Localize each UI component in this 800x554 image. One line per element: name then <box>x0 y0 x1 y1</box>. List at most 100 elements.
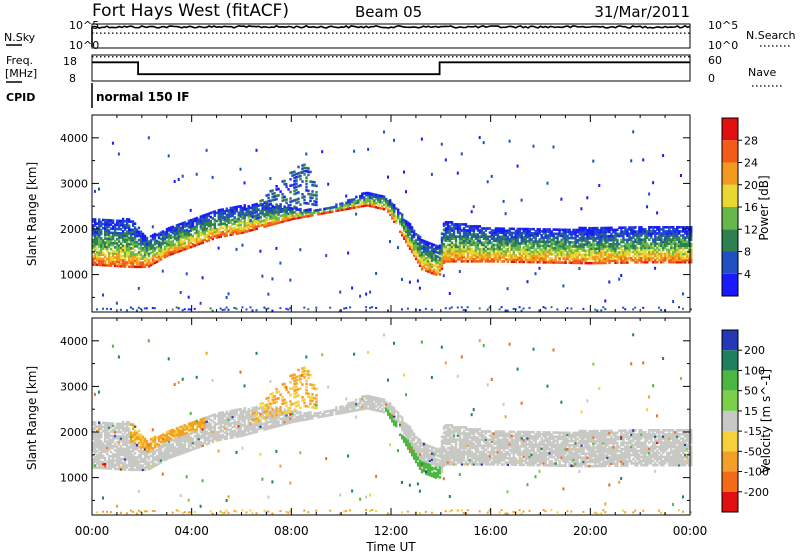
power-cell <box>385 202 388 205</box>
power-cell <box>213 232 216 236</box>
power-colorbar-block <box>722 118 738 141</box>
power-cell <box>143 257 147 260</box>
power-cell <box>96 226 99 230</box>
power-cell <box>100 241 103 244</box>
power-cell <box>476 255 480 259</box>
power-cell <box>478 229 482 232</box>
power-cell <box>464 260 468 263</box>
power-cell <box>452 253 456 257</box>
power-cell <box>267 211 270 215</box>
velocity-cell <box>115 424 119 428</box>
power-cell <box>632 248 635 252</box>
velocity-cell <box>131 468 135 472</box>
power-cell <box>197 222 200 225</box>
power-cell <box>422 258 426 261</box>
power-cell <box>664 236 667 239</box>
velocity-cell <box>123 423 127 426</box>
power-cell <box>514 256 517 259</box>
velocity-cell <box>125 441 129 445</box>
power-cell <box>155 239 159 243</box>
power-cell <box>622 261 625 264</box>
power-cell <box>169 242 173 246</box>
velocity-cell <box>159 434 163 437</box>
power-cell <box>502 233 505 237</box>
power-cell <box>155 252 159 255</box>
power-cell <box>652 260 655 264</box>
velocity-cell <box>161 451 165 455</box>
velocity-cell <box>149 464 153 468</box>
power-cell <box>686 246 689 250</box>
velocity-cell <box>147 447 151 450</box>
power-cell <box>373 195 376 198</box>
power-cell <box>339 290 342 294</box>
velocity-cell <box>102 425 105 429</box>
power-cell <box>610 259 613 262</box>
power-cell <box>227 229 230 233</box>
velocity-cell <box>100 427 103 431</box>
power-cell <box>430 271 434 275</box>
power-cell <box>217 213 220 216</box>
power-cell <box>550 232 553 235</box>
velocity-cell <box>96 439 99 443</box>
power-cell <box>628 236 631 240</box>
power-cell <box>119 223 123 227</box>
velocity-cell <box>117 451 121 454</box>
velocity-cell <box>177 510 180 513</box>
power-cell <box>289 212 292 215</box>
velocity-cell <box>123 437 127 440</box>
power-cell <box>377 198 380 201</box>
power-cell <box>371 205 374 208</box>
power-cell <box>410 236 414 240</box>
velocity-cell <box>163 448 167 452</box>
power-cell <box>646 244 649 248</box>
power-cell <box>556 228 559 231</box>
power-cell <box>109 223 113 226</box>
power-cell <box>401 213 404 216</box>
power-cell <box>554 250 557 254</box>
power-cell <box>221 222 224 226</box>
power-cell <box>432 260 436 263</box>
power-cell <box>189 245 193 249</box>
power-cell <box>173 229 177 232</box>
velocity-cell <box>117 430 121 434</box>
power-cell <box>133 255 137 258</box>
power-cell <box>514 237 517 241</box>
power-cell <box>578 259 581 263</box>
power-cell <box>119 308 122 311</box>
power-cell <box>221 218 224 222</box>
power-cell <box>359 205 362 208</box>
power-cell <box>422 264 426 267</box>
velocity-cell <box>94 441 97 445</box>
power-cell <box>255 227 258 231</box>
power-cell <box>303 173 306 176</box>
velocity-cell <box>113 428 117 432</box>
power-cell <box>408 226 412 230</box>
power-cell <box>121 221 125 225</box>
power-cell <box>265 216 268 220</box>
power-cell <box>225 232 228 235</box>
power-cell <box>341 202 344 205</box>
power-cell <box>412 241 416 245</box>
power-cell <box>98 234 101 238</box>
power-cell <box>554 259 557 262</box>
power-cell <box>436 255 440 259</box>
power-cell <box>301 211 304 215</box>
power-cell <box>668 238 671 241</box>
power-cell <box>636 252 639 256</box>
power-cell <box>285 201 288 205</box>
velocity-cell <box>141 435 145 439</box>
power-cell <box>133 242 137 246</box>
power-cell <box>656 226 659 229</box>
power-cell <box>203 238 206 242</box>
power-cell <box>161 240 165 244</box>
power-cell <box>371 201 374 204</box>
power-cell <box>426 255 430 259</box>
power-cell <box>642 238 645 241</box>
power-cell <box>666 226 669 229</box>
velocity-cell <box>179 425 183 429</box>
velocity-cell <box>94 433 97 437</box>
power-cell <box>179 239 183 242</box>
power-cell <box>273 216 276 219</box>
power-cell <box>574 241 577 244</box>
power-cell <box>209 226 212 229</box>
